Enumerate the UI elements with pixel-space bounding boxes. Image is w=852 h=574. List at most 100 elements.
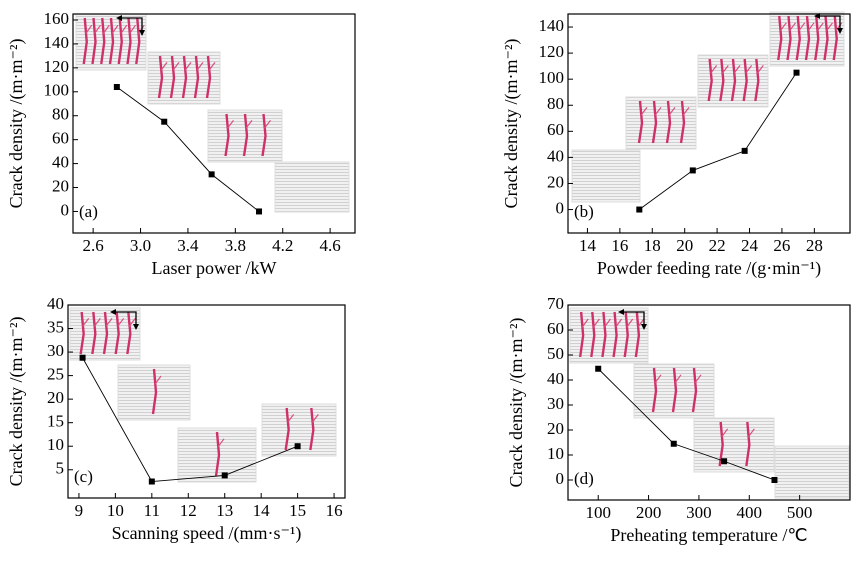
y-tick-label: 20 (547, 172, 564, 191)
x-tick-label: 100 (585, 503, 611, 522)
crack (217, 438, 225, 448)
point (595, 365, 602, 372)
crack (205, 55, 212, 99)
x-tick-label: 22 (709, 236, 726, 255)
y-tick-label: 160 (44, 9, 70, 28)
crack (590, 311, 596, 358)
y-tick-label: 25 (47, 365, 64, 384)
crack (91, 311, 97, 355)
y-tick-label: 30 (47, 341, 64, 360)
crack (665, 100, 672, 144)
crack (718, 421, 724, 467)
x-axis-label: Scanning speed /(mm·s⁻¹) (112, 523, 302, 544)
crack (615, 318, 623, 328)
crack (679, 100, 686, 144)
crack (214, 431, 221, 477)
x-tick-label: 10 (107, 501, 124, 520)
crack (311, 414, 319, 423)
y-tick-label: 15 (47, 412, 64, 431)
y-tick-label: 60 (547, 120, 564, 139)
crack (126, 17, 132, 65)
y-tick-label: 100 (539, 68, 565, 87)
panel-label: (a) (79, 202, 98, 221)
y-tick-label: 35 (47, 317, 64, 336)
inset-image (693, 417, 775, 473)
arrow-head (116, 15, 145, 36)
point (670, 440, 677, 447)
crack (117, 318, 125, 327)
crack (592, 318, 600, 328)
x-tick-label: 14 (579, 236, 597, 255)
crack (91, 17, 97, 65)
crack (105, 318, 113, 327)
y-axis-label: Crack density /(m·m⁻²) (501, 39, 522, 209)
crack (93, 318, 101, 327)
y-tick-label: 0 (556, 198, 565, 217)
crack (208, 62, 216, 71)
crack (654, 107, 662, 116)
x-axis-label: Powder feeding rate /(g·min⁻¹) (597, 258, 821, 279)
point (741, 147, 748, 154)
point (689, 167, 696, 174)
x-tick-label: 500 (787, 503, 813, 522)
crack (754, 58, 760, 102)
crack (224, 113, 230, 157)
point (79, 354, 86, 361)
y-tick-label: 40 (52, 152, 69, 171)
crack (668, 107, 676, 116)
y-tick-label: 120 (539, 42, 565, 61)
y-tick-label: 5 (56, 459, 65, 478)
panel-label: (c) (74, 467, 93, 486)
plot-frame (67, 304, 346, 499)
point (221, 472, 228, 479)
point (793, 69, 800, 76)
crack (169, 55, 176, 99)
crack (835, 22, 843, 32)
arrow-head (814, 13, 843, 34)
arrow (114, 311, 137, 328)
crack (154, 375, 162, 385)
y-tick-label: 40 (47, 294, 64, 313)
point (113, 84, 120, 90)
panel: 0 20 40 60 80 100 120 140 160 2.6 3.0 3.4 3.8 4.2 4.6 L… (6, 9, 356, 278)
crack (603, 318, 611, 328)
crack (135, 17, 141, 65)
crack (730, 58, 737, 102)
crack (651, 100, 658, 144)
y-axis-label: Crack density /(m·m⁻²) (506, 318, 527, 488)
inset-image (774, 445, 850, 499)
crack (623, 311, 629, 358)
panel: 0 10 20 30 40 50 60 70 100 200 300 400 500 Preheating… (506, 294, 851, 545)
x-axis-label: Laser power /kW (152, 258, 277, 278)
inset-image (569, 307, 649, 364)
panel: 0 20 40 60 80 100 120 140 14 16 18 20 22 24 26 28 Powder… (501, 11, 851, 279)
crack (721, 428, 729, 438)
crack (578, 311, 585, 358)
x-tick-label: 26 (773, 236, 790, 255)
crack (100, 17, 106, 65)
y-tick-label: 20 (547, 419, 564, 438)
crack (128, 318, 136, 327)
crack (309, 407, 315, 451)
x-tick-label: 9 (75, 501, 84, 520)
x-tick-label: 28 (806, 236, 823, 255)
line (597, 368, 775, 481)
x-tick-label: 2.6 (83, 236, 104, 255)
crack (626, 318, 634, 328)
crack (654, 374, 662, 384)
crack (287, 414, 295, 423)
arrow-head (618, 309, 647, 330)
crack (126, 311, 132, 355)
arrow (120, 17, 143, 34)
crack (157, 55, 164, 99)
inset-image (117, 364, 191, 421)
crack (227, 120, 234, 129)
x-tick-label: 3.8 (225, 236, 246, 255)
crack (612, 311, 618, 358)
y-tick-label: 80 (52, 105, 69, 124)
plot-frame (567, 304, 851, 501)
crack (640, 107, 648, 116)
crack (151, 368, 158, 415)
y-tick-label: 40 (547, 369, 564, 388)
panel-label: (b) (574, 202, 594, 221)
